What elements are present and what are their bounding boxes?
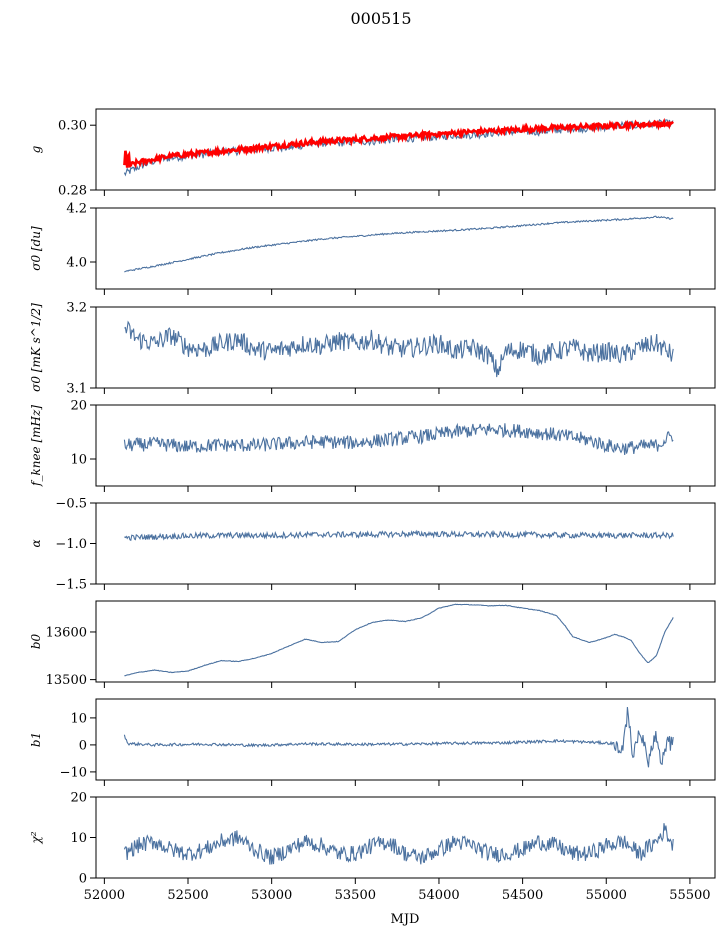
series-g-fit [123, 117, 674, 169]
axes-frame [95, 796, 716, 879]
y-axis-label-alpha: α [29, 539, 43, 547]
series-alpha-alpha [124, 529, 674, 542]
series-fknee-fknee [123, 422, 674, 455]
y-tick-label: 4.0 [66, 256, 87, 271]
x-tick-label: 55000 [586, 888, 627, 903]
series-b0-b0 [124, 603, 674, 677]
y-tick-label: 3.2 [66, 301, 87, 316]
axes-frame [95, 698, 716, 781]
y-tick-label: 13500 [46, 673, 87, 688]
y-tick-label: 0 [79, 872, 87, 887]
x-tick-label: 53500 [335, 888, 376, 903]
axes-frame [95, 600, 716, 683]
axes-frame [95, 404, 716, 487]
y-tick-label: 4.2 [66, 202, 87, 217]
series-sigma0_mk-sigma0_mK [124, 320, 674, 378]
y-tick-label: 13600 [46, 625, 87, 640]
y-tick-label: 10 [70, 453, 87, 468]
figure-title: 000515 [350, 9, 411, 28]
y-axis-label-fknee: f_knee [mHz] [29, 405, 43, 487]
panel-alpha: −1.5 −1.0 −0.5 α [29, 497, 716, 593]
y-axis-label-sigma0_du: σ0 [du] [29, 226, 43, 271]
y-tick-label: 0 [79, 738, 87, 753]
panel-chi2: 0 10 20 52000 52500 53000 53500 54000 54500 55000… [29, 791, 716, 903]
x-tick-label: 55500 [669, 888, 710, 903]
y-tick-label: −1.0 [55, 537, 87, 552]
axes-frame [95, 108, 716, 191]
axes-frame [95, 207, 716, 290]
panel-g: 0.28 0.30 g [29, 108, 716, 199]
y-tick-label: −0.5 [55, 497, 87, 512]
panel-fknee: 10 20 f_knee [mHz] [29, 399, 716, 492]
y-axis-label-chi2: χ² [29, 831, 43, 844]
series-chi2-chi2 [123, 823, 674, 865]
series-sigma0_du-sigma0 [124, 215, 674, 273]
x-axis-label: MJD [391, 912, 420, 927]
x-tick-label: 53000 [251, 888, 292, 903]
panel-b1: −10 0 10 b1 [29, 698, 716, 786]
y-tick-label: 10 [70, 831, 87, 846]
y-axis-label-g: g [29, 145, 43, 153]
axes-frame [95, 306, 716, 389]
y-tick-label: −1.5 [55, 578, 87, 593]
y-tick-label: 0.30 [58, 119, 87, 134]
y-tick-label: 0.28 [58, 184, 87, 199]
x-tick-label: 52000 [84, 888, 125, 903]
y-tick-label: 10 [70, 711, 87, 726]
x-tick-label: 54000 [418, 888, 459, 903]
panel-sigma0_mk: 3.1 3.2 σ0 [mK s^1/2] [29, 301, 716, 397]
y-tick-label: 20 [70, 399, 87, 414]
series-b1-b1 [123, 706, 674, 768]
y-axis-label-b0: b0 [29, 633, 43, 649]
y-tick-label: 3.1 [66, 382, 87, 397]
x-tick-label: 54500 [502, 888, 543, 903]
y-tick-label: 20 [70, 791, 87, 806]
x-tick-label: 52500 [167, 888, 208, 903]
axes-frame [95, 502, 716, 585]
y-axis-label-sigma0_mk: σ0 [mK s^1/2] [29, 303, 43, 392]
y-axis-label-b1: b1 [29, 732, 43, 747]
y-tick-label: −10 [60, 765, 87, 780]
panel-sigma0_du: 4.0 4.2 σ0 [du] [29, 202, 716, 295]
